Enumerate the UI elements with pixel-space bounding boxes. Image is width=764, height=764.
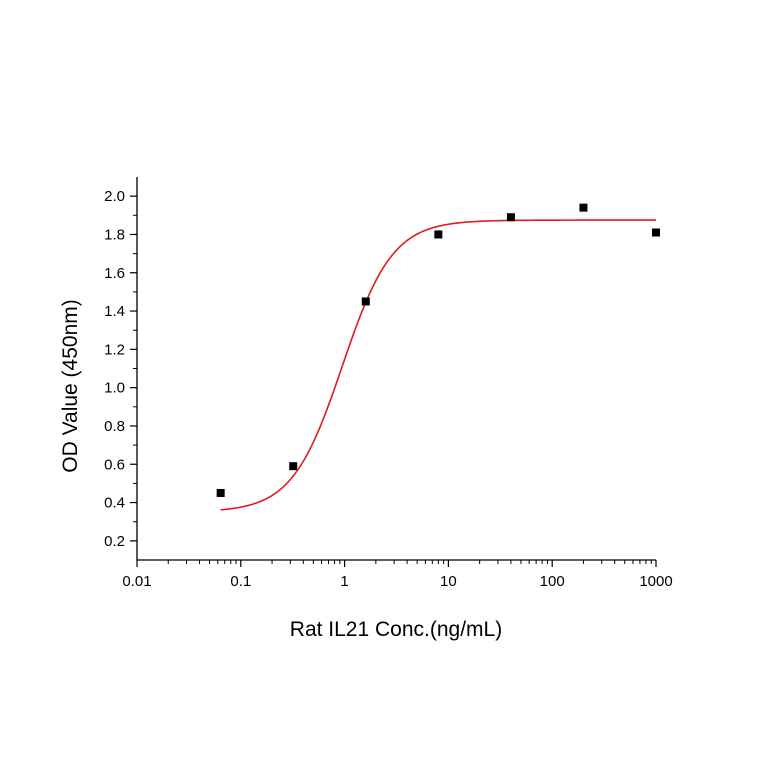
data-point <box>434 230 443 239</box>
fit-curve <box>220 219 656 511</box>
x-tick-label: 1 <box>340 573 348 590</box>
data-point <box>216 488 225 497</box>
x-axis-ticks: 0.01 0.1 1 10 100 1000 <box>122 560 673 590</box>
x-tick-label: 1000 <box>639 573 672 590</box>
y-tick-label: 0.6 <box>104 456 125 473</box>
data-point <box>579 203 588 212</box>
y-tick-label: 0.4 <box>104 495 125 512</box>
y-tick-label: 1.2 <box>104 341 125 358</box>
x-tick-label: 0.01 <box>122 573 151 590</box>
y-tick-label: 1.0 <box>104 380 125 397</box>
data-points <box>216 203 660 497</box>
x-axis-title: Rat IL21 Conc.(ng/mL) <box>290 618 502 641</box>
data-point <box>506 213 515 222</box>
y-tick-label: 1.8 <box>104 226 125 243</box>
x-tick-label: 100 <box>540 573 565 590</box>
x-tick-label: 0.1 <box>230 573 251 590</box>
fit-curve-group <box>220 219 656 511</box>
y-tick-label: 1.4 <box>104 303 125 320</box>
y-tick-label: 1.6 <box>104 265 125 282</box>
data-point <box>361 297 370 306</box>
axes <box>136 177 656 561</box>
y-axis-title: OD Value (450nm) <box>59 299 82 473</box>
y-axis-ticks: 0.2 0.4 0.6 0.8 1.0 1.2 1.4 1.6 1.8 2.0 <box>104 188 137 550</box>
data-point <box>289 462 298 471</box>
y-tick-label: 0.8 <box>104 418 125 435</box>
x-tick-label: 10 <box>440 573 457 590</box>
y-tick-label: 0.2 <box>104 533 125 550</box>
data-point <box>652 228 660 237</box>
y-tick-label: 2.0 <box>104 188 125 205</box>
